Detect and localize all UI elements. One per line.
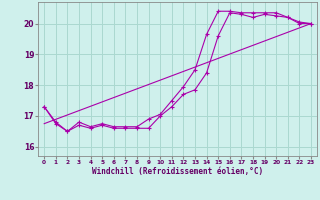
X-axis label: Windchill (Refroidissement éolien,°C): Windchill (Refroidissement éolien,°C): [92, 167, 263, 176]
